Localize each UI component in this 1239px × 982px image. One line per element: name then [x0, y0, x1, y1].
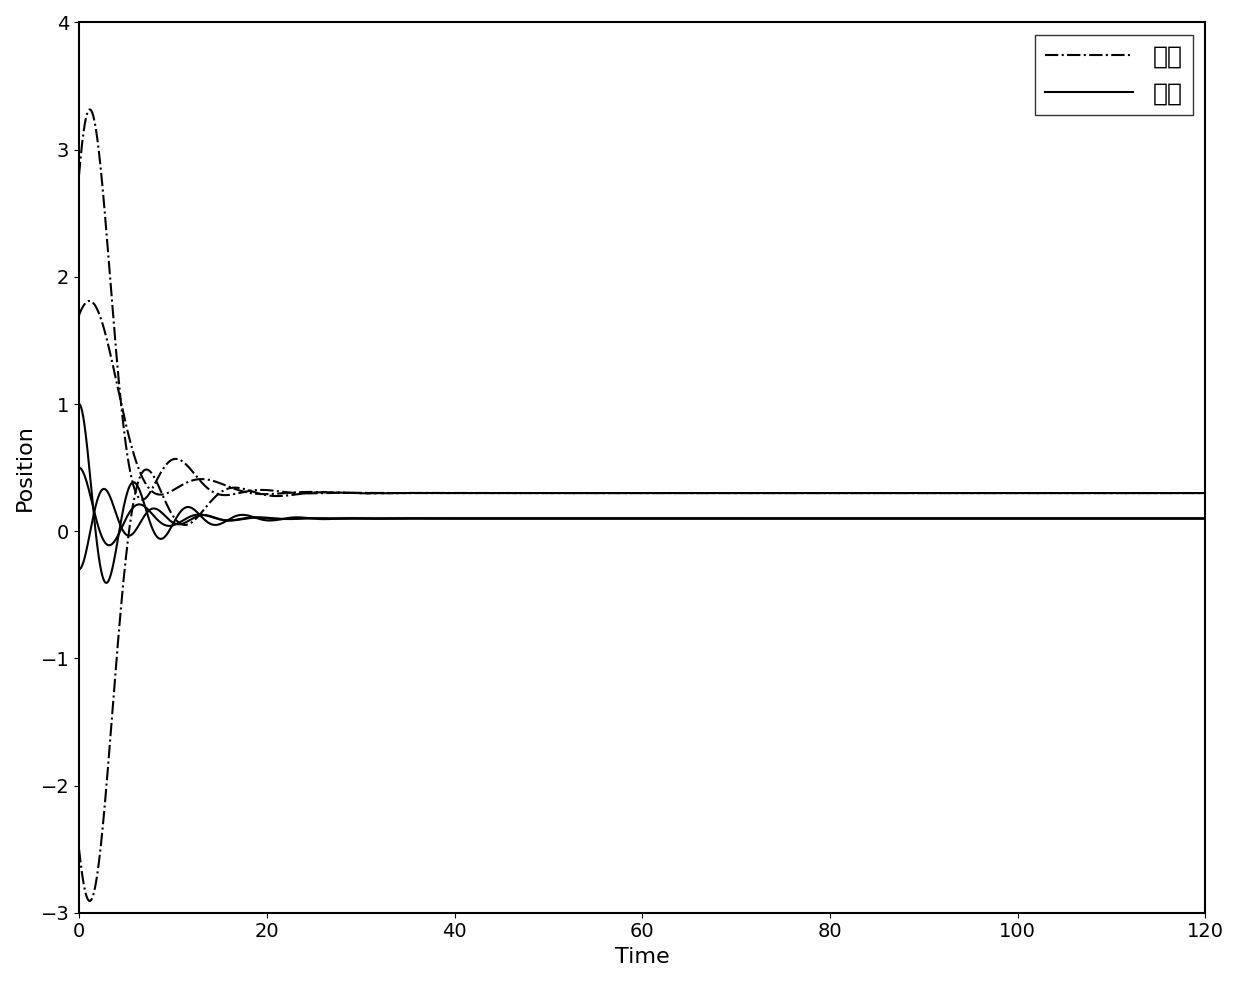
X-axis label: Time: Time — [615, 947, 669, 967]
二阶 — [1198, 513, 1213, 524]
二阶 — [333, 513, 348, 524]
一阶 — [1198, 487, 1213, 499]
Legend: 一阶, 二阶: 一阶, 二阶 — [1036, 35, 1193, 116]
一阶 — [346, 487, 361, 499]
二阶 — [576, 513, 591, 524]
Line: 二阶: 二阶 — [79, 404, 1206, 583]
Line: 一阶: 一阶 — [79, 109, 1206, 500]
一阶 — [497, 487, 512, 499]
二阶 — [99, 577, 114, 589]
一阶 — [83, 103, 98, 115]
一阶 — [1189, 487, 1204, 499]
一阶 — [333, 487, 348, 499]
二阶 — [339, 513, 354, 524]
二阶 — [346, 513, 361, 524]
Y-axis label: Position: Position — [15, 424, 35, 511]
一阶 — [135, 494, 150, 506]
一阶 — [72, 169, 87, 181]
一阶 — [576, 487, 591, 499]
一阶 — [339, 487, 354, 499]
二阶 — [1189, 513, 1204, 524]
二阶 — [497, 513, 512, 524]
二阶 — [72, 398, 87, 409]
